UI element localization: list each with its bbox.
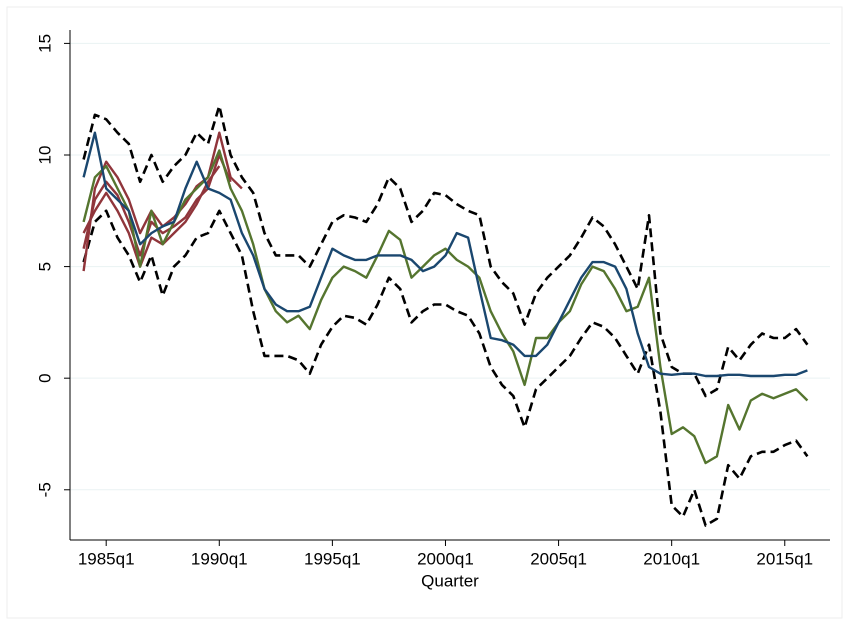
series-line xyxy=(82,131,808,378)
series-line xyxy=(82,209,809,527)
x-tick-label: 2005q1 xyxy=(530,549,587,568)
y-tick-label: 0 xyxy=(35,373,54,382)
x-tick-label: 1985q1 xyxy=(78,549,135,568)
x-tick-label: 2000q1 xyxy=(417,549,474,568)
y-tick-label: 15 xyxy=(35,34,54,53)
x-tick-label: 1990q1 xyxy=(191,549,248,568)
y-tick-label: 10 xyxy=(35,146,54,165)
y-tick-label: 5 xyxy=(35,262,54,271)
x-tick-label: 2010q1 xyxy=(643,549,700,568)
x-tick-label: 1995q1 xyxy=(304,549,361,568)
x-axis-label: Quarter xyxy=(421,571,479,590)
chart-frame xyxy=(6,6,843,619)
x-tick-label: 2015q1 xyxy=(756,549,813,568)
series-line xyxy=(82,165,221,268)
y-tick-label: -5 xyxy=(35,482,54,497)
